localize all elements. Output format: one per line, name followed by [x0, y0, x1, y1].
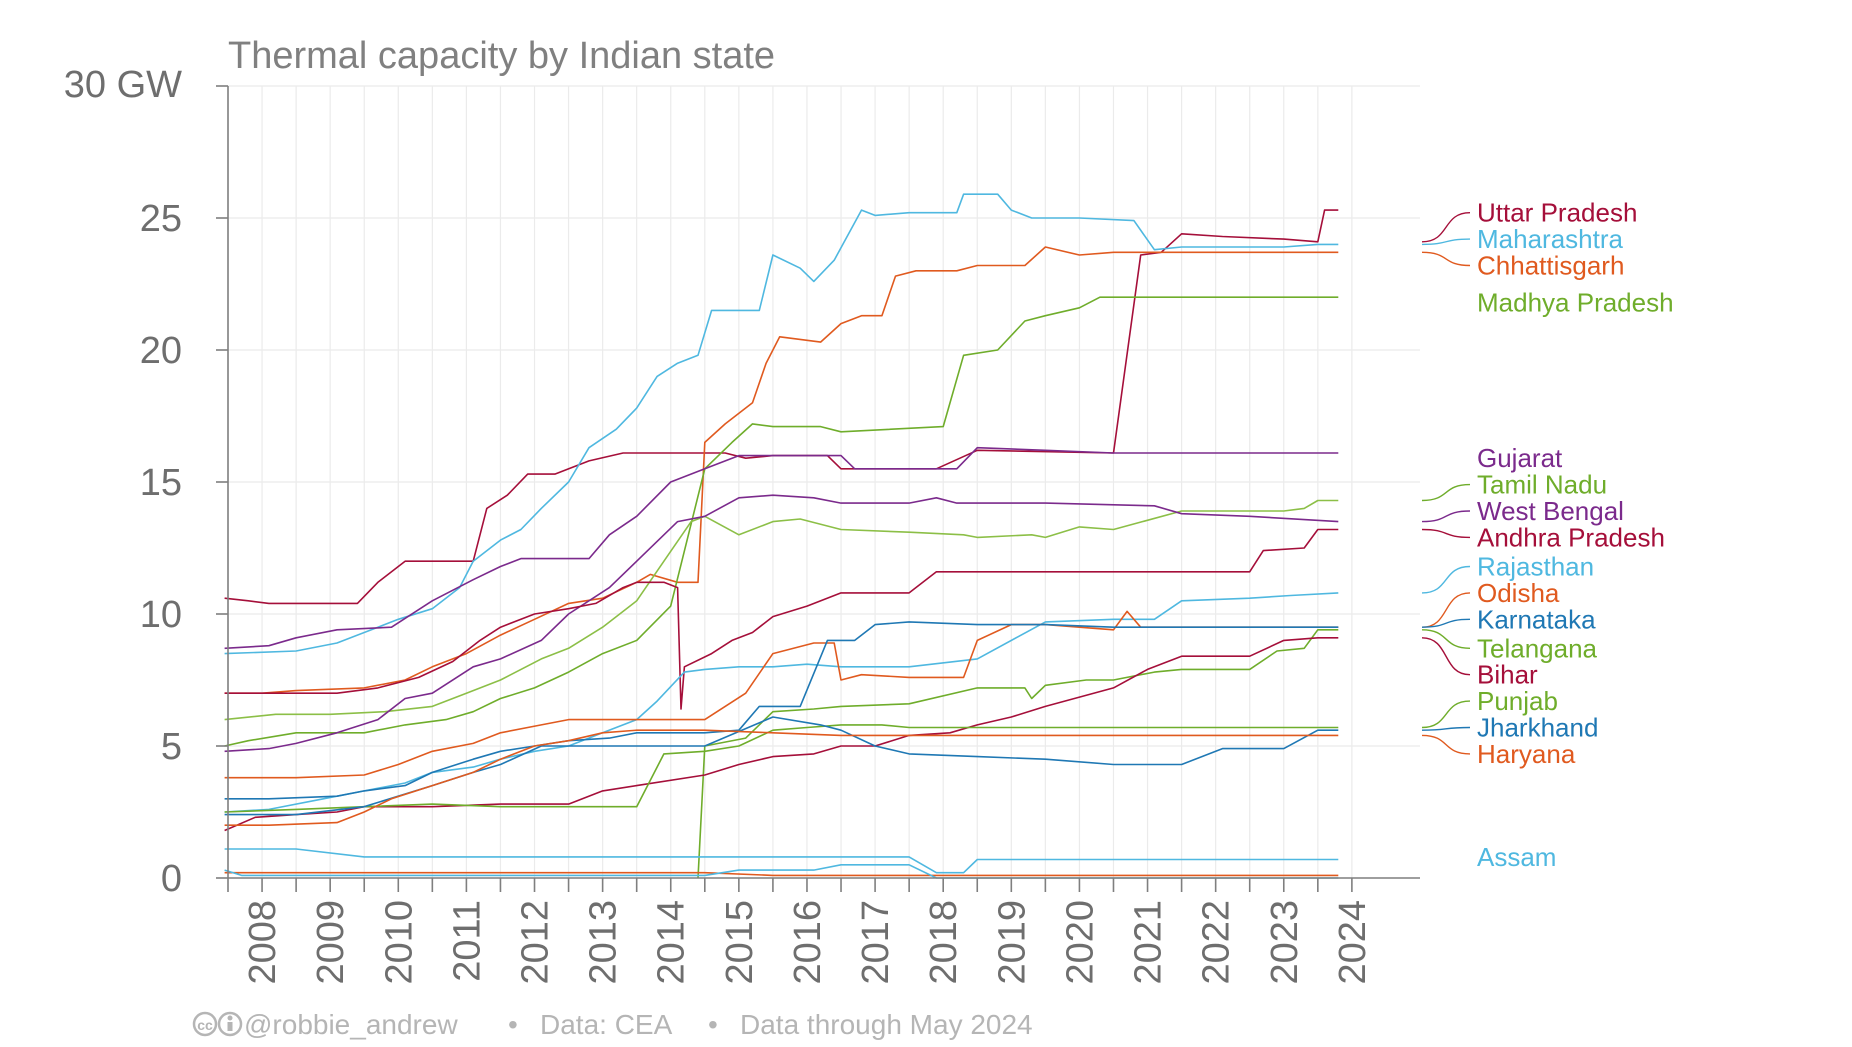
x-tick-label-2022: 2022: [1196, 900, 1238, 985]
legend-leader-jharkhand: [1421, 726, 1471, 731]
series-line-chhattisgarh: [224, 246, 1339, 694]
legend-label-west-bengal: West Bengal: [1477, 496, 1624, 526]
x-tick-label-2011: 2011: [446, 900, 488, 982]
legend-label-telangana: Telangana: [1477, 633, 1598, 663]
legend-label-uttar-pradesh: Uttar Pradesh: [1477, 198, 1637, 228]
creative-commons-icon: cc: [192, 1011, 243, 1037]
footer-author: @robbie_andrew: [244, 1009, 458, 1040]
legend-leader-telangana: [1421, 629, 1471, 649]
x-tick-label-2013: 2013: [583, 900, 625, 985]
y-tick-label-15: 15: [140, 462, 182, 504]
legend-label-bihar: Bihar: [1477, 660, 1538, 690]
series-layer: [224, 193, 1339, 879]
legend-label-andhra-pradesh: Andhra Pradesh: [1477, 522, 1665, 552]
x-tick-label-2010: 2010: [378, 900, 420, 985]
chart-title: Thermal capacity by Indian state: [228, 35, 775, 77]
series-line-uttar-pradesh: [224, 209, 1339, 605]
legend-label-tamil-nadu: Tamil Nadu: [1477, 470, 1607, 500]
legend-label-haryana: Haryana: [1477, 739, 1576, 769]
y-tick-label-5: 5: [161, 726, 182, 768]
legend-label-rajasthan: Rajasthan: [1477, 551, 1594, 581]
series-line-unlabeled-17: [224, 871, 1339, 877]
legend-label-chhattisgarh: Chhattisgarh: [1477, 251, 1624, 281]
x-tick-label-2016: 2016: [787, 900, 829, 985]
legend-label-assam: Assam: [1477, 842, 1556, 872]
x-tick-label-2017: 2017: [855, 900, 897, 985]
series-line-punjab: [224, 724, 1339, 813]
legend-leader-chhattisgarh: [1421, 251, 1471, 267]
series-line-unlabeled-18: [224, 864, 1339, 879]
axis-layer: 0 5 10 15 20 25 2008 2009 2010 2011 2012 2013 2014 20…: [140, 85, 1420, 985]
x-tick-label-2012: 2012: [515, 900, 557, 985]
series-line-tamil-nadu: [224, 499, 1339, 721]
legend-leader-karnataka: [1421, 618, 1471, 628]
legend-label-madhya-pradesh: Madhya Pradesh: [1477, 287, 1674, 317]
y-tick-label-25: 25: [140, 198, 182, 240]
x-tick-label-2009: 2009: [310, 900, 352, 985]
legend-leader-bihar: [1421, 637, 1471, 676]
series-line-west-bengal: [224, 494, 1339, 753]
footer-data-through: Data through May 2024: [740, 1009, 1033, 1040]
series-line-madhya-pradesh: [224, 296, 1339, 747]
series-line-gujarat: [224, 446, 1339, 650]
y-tick-label-10: 10: [140, 594, 182, 636]
legend-label-maharashtra: Maharashtra: [1477, 224, 1623, 254]
legend-leader-odisha: [1421, 592, 1471, 628]
series-line-telangana: [697, 629, 1339, 879]
legend-leader-punjab: [1421, 700, 1471, 729]
grid-layer: [227, 85, 1420, 879]
y-tick-label-0: 0: [161, 858, 182, 900]
series-line-andhra-pradesh: [224, 528, 1339, 710]
legend-label-punjab: Punjab: [1477, 686, 1558, 716]
x-tick-label-2024: 2024: [1332, 900, 1374, 985]
footer: cc @robbie_andrew • Data: CEA • Data thr…: [192, 1009, 1033, 1040]
y-unit-label: 30 GW: [64, 64, 182, 106]
series-line-odisha: [224, 610, 1339, 779]
footer-separator-2: •: [708, 1009, 718, 1040]
footer-source: Data: CEA: [540, 1009, 673, 1040]
series-line-haryana: [224, 729, 1339, 826]
legend-label-karnataka: Karnataka: [1477, 604, 1596, 634]
x-tick-label-2023: 2023: [1264, 900, 1306, 985]
legend-leader-tamil-nadu: [1421, 483, 1471, 502]
legend-label-jharkhand: Jharkhand: [1477, 713, 1598, 743]
svg-text:cc: cc: [197, 1017, 213, 1033]
x-tick-label-2015: 2015: [719, 900, 761, 985]
series-line-rajasthan: [224, 592, 1339, 813]
x-tick-label-2021: 2021: [1128, 900, 1170, 985]
legend-label-gujarat: Gujarat: [1477, 443, 1563, 473]
series-line-assam: [224, 848, 1339, 874]
x-tick-label-2014: 2014: [651, 900, 693, 985]
x-tick-label-2018: 2018: [923, 900, 965, 985]
x-tick-label-2019: 2019: [991, 900, 1033, 985]
x-tick-label-2020: 2020: [1059, 900, 1101, 985]
legend-leader-uttar-pradesh: [1421, 212, 1471, 243]
series-line-bihar: [224, 637, 1339, 832]
y-tick-label-20: 20: [140, 330, 182, 372]
x-tick-label-2008: 2008: [242, 900, 284, 985]
legend-leader-andhra-pradesh: [1421, 528, 1471, 539]
series-line-maharashtra: [224, 193, 1339, 655]
series-line-karnataka: [224, 621, 1339, 800]
legend-label-odisha: Odisha: [1477, 578, 1560, 608]
legend-leader-west-bengal: [1421, 510, 1471, 523]
legend-leader-maharashtra: [1421, 238, 1471, 246]
legend-leader-haryana: [1421, 734, 1471, 755]
footer-separator-1: •: [508, 1009, 518, 1040]
legend-leader-rajasthan: [1421, 565, 1471, 594]
